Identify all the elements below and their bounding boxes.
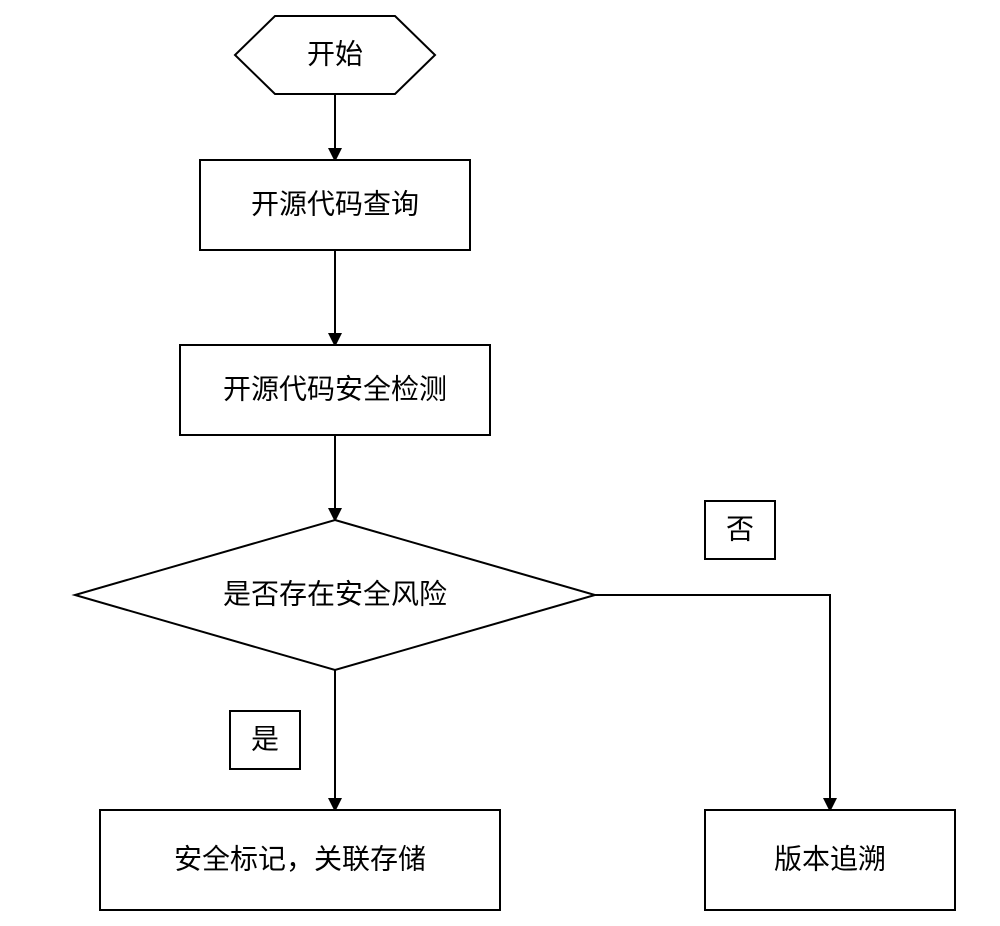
node-trace-label: 版本追溯 [774,844,886,876]
node-query: 开源代码查询 [200,160,470,250]
node-yes_label: 是 [230,711,300,769]
node-mark-label: 安全标记，关联存储 [174,844,426,876]
node-decision-label: 是否存在安全风险 [223,579,447,611]
node-query-label: 开源代码查询 [251,189,419,221]
node-detect: 开源代码安全检测 [180,345,490,435]
node-no_label-label: 否 [726,515,754,546]
node-start: 开始 [235,16,435,94]
edge-4 [595,595,830,810]
node-yes_label-label: 是 [251,725,279,756]
node-decision: 是否存在安全风险 [75,520,595,670]
node-mark: 安全标记，关联存储 [100,810,500,910]
node-detect-label: 开源代码安全检测 [223,374,447,406]
nodes-group: 开始开源代码查询开源代码安全检测是否存在安全风险是 否安全标记，关联存储 版本追溯 [75,16,955,910]
node-trace: 版本追溯 [705,810,955,910]
flowchart-canvas: 开始开源代码查询开源代码安全检测是否存在安全风险是 否安全标记，关联存储 版本追溯 [0,0,1000,926]
node-no_label: 否 [705,501,775,559]
node-start-label: 开始 [307,39,363,71]
